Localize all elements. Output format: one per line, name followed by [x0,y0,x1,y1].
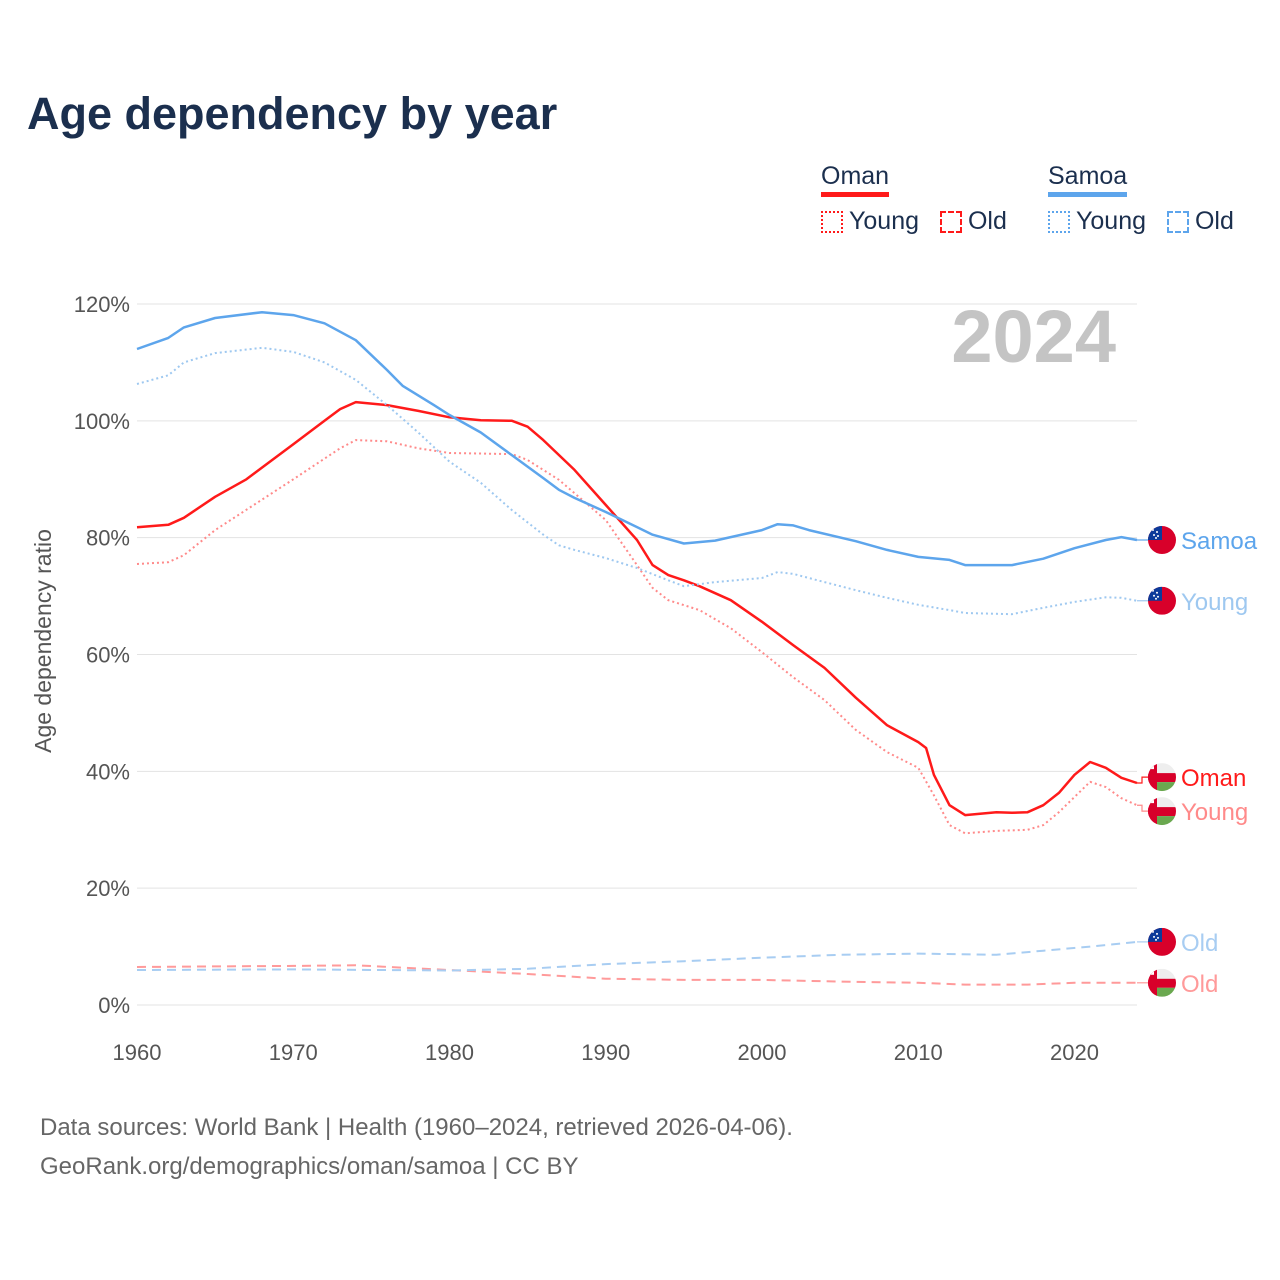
year-watermark: 2024 [951,295,1116,378]
x-tick-label: 1970 [269,1040,318,1065]
series-line-samoa [136,310,1138,567]
legend-samoa-old: Old [1166,207,1234,236]
x-tick-label: 1990 [581,1040,630,1065]
samoa-flag-icon [1148,927,1176,956]
legend-label: Old [1194,207,1234,235]
end-label-text: Young [1181,589,1248,616]
legend-oman-name: Oman [821,162,890,197]
source-line: Data sources: World Bank | Health (1960–… [40,1114,793,1141]
x-tick-label: 1960 [113,1040,162,1065]
end-label-samoa-young: Young [1137,586,1248,616]
end-label-oman: Oman [1137,763,1246,792]
series-line-samoa-young [136,346,1138,616]
legend-samoa-name: Samoa [1048,162,1128,197]
samoa-flag-icon [1148,586,1176,615]
y-tick-label: 100% [74,409,130,434]
legend-oman: Oman Young Old [821,162,1021,240]
dashed-swatch-icon [939,210,962,233]
y-tick-label: 60% [86,643,130,668]
leader-line [1137,776,1148,784]
legend-oman-young: Young [821,207,919,236]
samoa-flag-icon [1148,526,1176,555]
y-tick-label: 80% [86,526,130,551]
dotted-swatch-icon [1048,210,1070,233]
end-label-samoa: Samoa [1137,526,1258,555]
source-link[interactable]: GeoRank.org/demographics/oman/samoa | CC… [40,1153,579,1180]
x-tick-label: 1980 [425,1040,474,1065]
y-tick-label: 20% [86,876,130,901]
x-tick-label: 2010 [894,1040,943,1065]
legend-label: Old [967,207,1007,235]
legend-label: Young [1076,207,1146,235]
end-label-oman-old: Old [1137,968,1218,998]
y-axis-label: Age dependency ratio [30,529,56,753]
legend-samoa: Samoa Young Old [1048,162,1248,240]
y-tick-label: 40% [86,759,130,784]
legend-oman-old: Old [939,207,1007,236]
end-label-oman-young: Young [1137,797,1248,826]
oman-flag-icon [1148,763,1176,792]
series-line-samoa-old [136,940,1138,972]
y-tick-label: 0% [98,993,130,1018]
legend-label: Young [849,207,919,235]
leader-line [1137,804,1148,812]
source-note: Data sources: World Bank | Health (1960–… [40,1108,793,1186]
oman-flag-icon [1148,968,1176,997]
end-label-text: Old [1181,930,1218,957]
y-tick-label: 120% [74,292,130,317]
series-line-oman-young [136,439,1138,835]
end-label-text: Samoa [1181,528,1258,555]
end-label-text: Young [1181,799,1248,826]
end-label-text: Old [1181,971,1218,998]
end-label-text: Oman [1181,765,1246,792]
oman-flag-icon [1148,797,1176,826]
x-tick-label: 2000 [738,1040,787,1065]
chart-title: Age dependency by year [27,88,558,139]
dashed-swatch-icon [1166,210,1189,233]
x-tick-label: 2020 [1050,1040,1099,1065]
series-line-oman [136,400,1138,817]
series-line-oman-old [136,964,1137,986]
dotted-swatch-icon [821,210,843,233]
end-label-samoa-old: Old [1137,927,1218,957]
legend-samoa-young: Young [1048,207,1146,236]
line-chart: 0% 20% 40% 60% 80% 100% 120% 1960 1970 1980 1990 20… [30,292,1258,1065]
